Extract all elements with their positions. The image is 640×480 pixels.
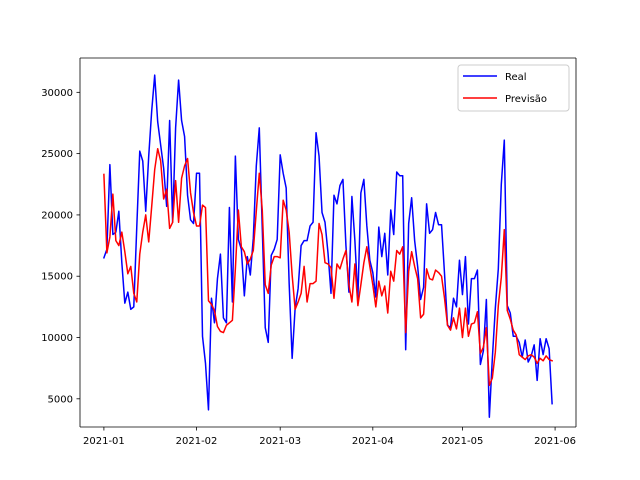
series-layer bbox=[102, 74, 554, 418]
y-axis: 5000 10000 15000 20000 25000 30000 bbox=[41, 88, 80, 405]
axes-frame bbox=[79, 57, 577, 428]
y-tick-label: 10000 bbox=[41, 333, 73, 344]
x-axis: 2021-01 2021-02 2021-03 2021-04 2021-05 2021-… bbox=[83, 427, 576, 447]
plot-area bbox=[80, 58, 576, 427]
legend-label-previsao: Previsão bbox=[505, 94, 547, 105]
x-tick-label: 2021-05 bbox=[442, 436, 484, 447]
y-tick-label: 15000 bbox=[41, 272, 73, 283]
legend-label-real: Real bbox=[505, 72, 527, 83]
y-tick-label: 25000 bbox=[41, 149, 73, 160]
legend: Real Previsão bbox=[457, 64, 570, 112]
y-tick-label: 5000 bbox=[48, 394, 73, 405]
x-tick-label: 2021-04 bbox=[352, 436, 394, 447]
y-tick-label: 30000 bbox=[41, 88, 73, 99]
series-line-real bbox=[102, 74, 553, 418]
x-tick-label: 2021-01 bbox=[83, 436, 125, 447]
series-line-previsao bbox=[103, 147, 554, 387]
x-tick-label: 2021-03 bbox=[259, 436, 301, 447]
x-tick-label: 2021-02 bbox=[176, 436, 218, 447]
y-tick-label: 20000 bbox=[41, 210, 73, 221]
x-tick-label: 2021-06 bbox=[534, 436, 576, 447]
